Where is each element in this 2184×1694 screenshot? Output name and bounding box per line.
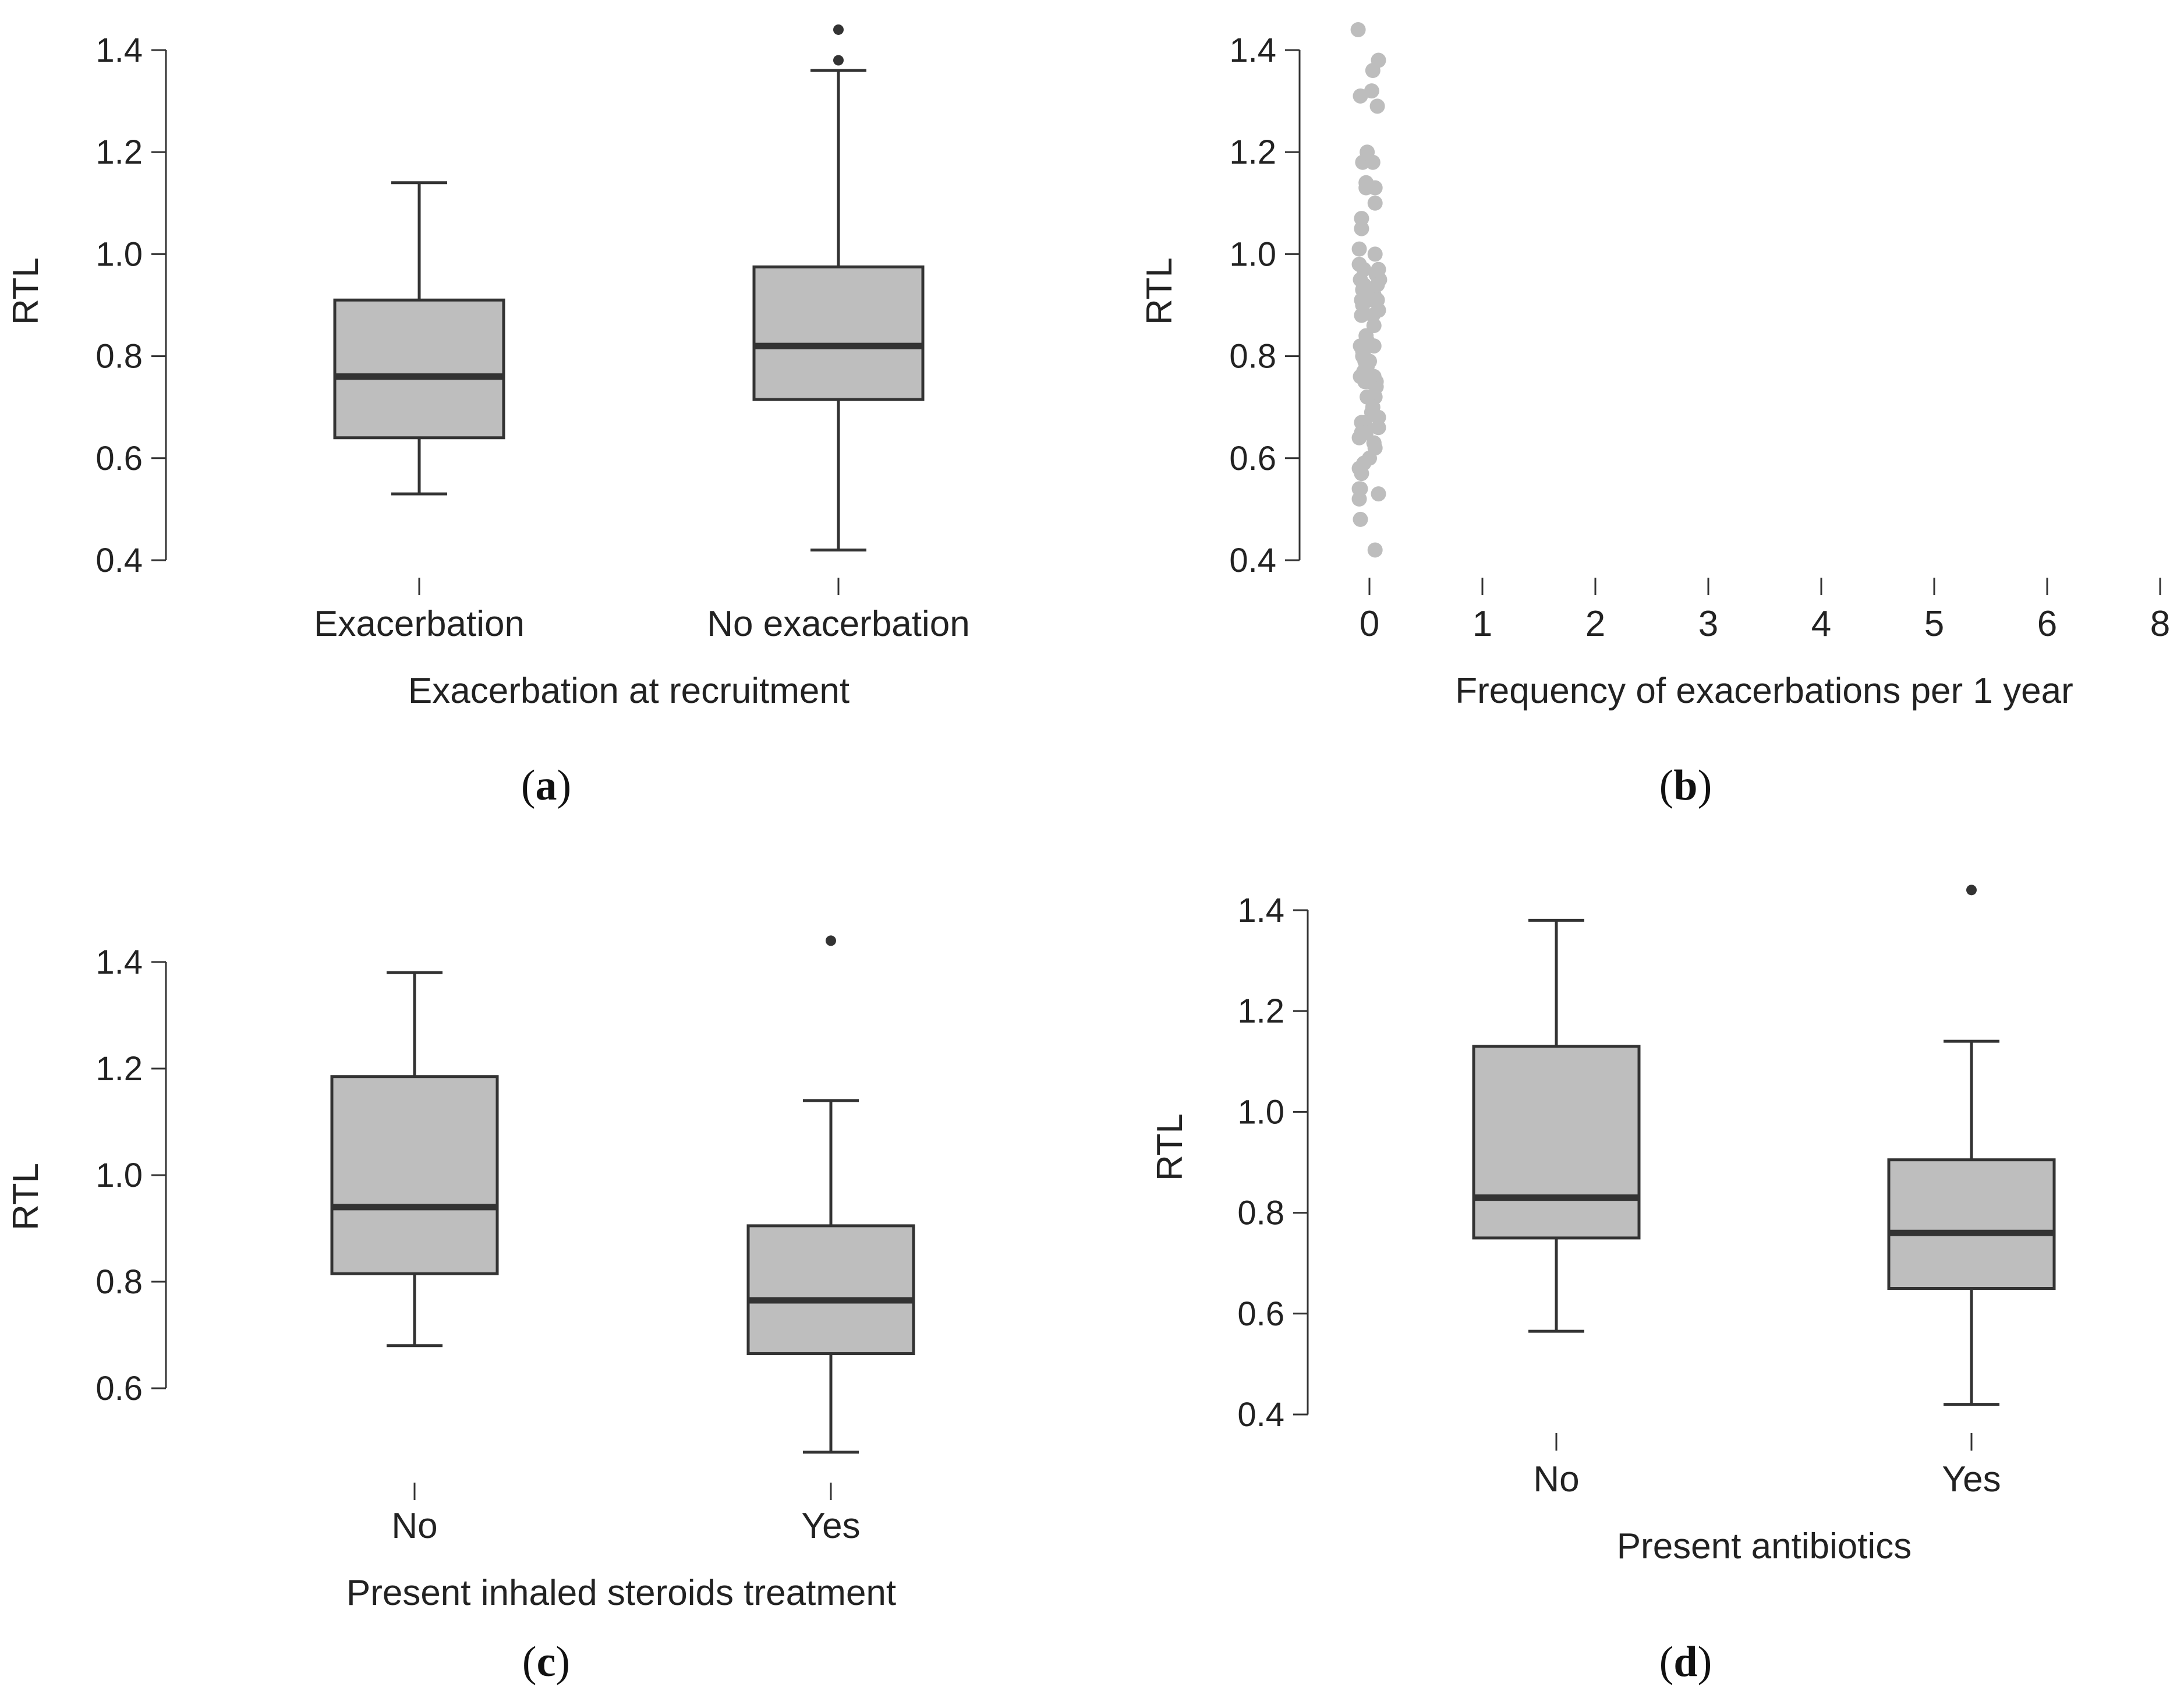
scatter-point <box>1371 261 1386 277</box>
outlier-point <box>833 55 844 66</box>
scatter-point <box>1371 486 1386 502</box>
scatter-point <box>1351 256 1367 272</box>
scatter-point <box>1362 374 1377 390</box>
scatter-point <box>1367 195 1383 211</box>
x-tick-label: 3 <box>1698 604 1718 644</box>
y-tick-label: 1.4 <box>1237 892 1284 929</box>
scatter-point <box>1358 359 1374 374</box>
scatter-point <box>1369 277 1385 292</box>
x-tick-label: 4 <box>1811 604 1831 644</box>
box-iqr <box>1472 1045 1641 1240</box>
panel-label: (d) <box>1659 1638 1712 1686</box>
x-axis-title: Present inhaled steroids treatment <box>346 1573 896 1613</box>
y-tick-label: 0.4 <box>1237 1396 1284 1434</box>
y-axis-title: RTL <box>6 1163 46 1230</box>
outlier-point <box>1966 885 1977 896</box>
scatter-point <box>1364 83 1379 99</box>
y-tick-label: 0.6 <box>1237 1295 1284 1333</box>
y-tick-label: 1.2 <box>95 1050 143 1088</box>
x-axis-title: Present antibiotics <box>1617 1526 1912 1566</box>
scatter-point <box>1351 481 1367 497</box>
x-tick-label: 5 <box>1924 604 1944 644</box>
panel-d-boxplot: 0.4 0.6 0.8 1.0 1.2 1.4 RTL No Yes Present antibi… <box>1150 885 2056 1686</box>
x-tick-label: No <box>1533 1459 1579 1500</box>
x-tick-label: No <box>391 1506 437 1546</box>
panel-c-boxplot: 0.6 0.8 1.0 1.2 1.4 RTL No Yes Present inhaled s… <box>6 935 915 1686</box>
x-tick-label: Yes <box>801 1506 860 1546</box>
y-tick-label: 1.0 <box>95 1157 143 1194</box>
x-tick-label: Exacerbation <box>314 604 525 644</box>
y-axis-title: RTL <box>6 257 46 325</box>
y-tick-label: 0.4 <box>95 542 143 579</box>
y-tick-label: 0.8 <box>95 338 143 376</box>
x-tick-label: No exacerbation <box>707 604 970 644</box>
outlier-point <box>833 24 844 35</box>
y-tick-label: 1.0 <box>95 235 143 273</box>
box-iqr <box>1887 1158 2056 1290</box>
y-tick-label: 1.4 <box>95 31 143 69</box>
scatter-point <box>1367 542 1383 558</box>
x-tick-label: 0 <box>1360 604 1379 644</box>
y-tick-label: 1.2 <box>95 133 143 171</box>
x-tick-label: 2 <box>1585 604 1605 644</box>
panel-label: (a) <box>521 762 571 809</box>
y-tick-label: 1.4 <box>1229 31 1276 69</box>
scatter-point <box>1350 22 1366 37</box>
scatter-point <box>1366 435 1382 451</box>
box-iqr <box>752 265 925 401</box>
x-tick-label: 8 <box>2150 604 2170 644</box>
y-tick-label: 0.8 <box>95 1263 143 1301</box>
scatter-point <box>1365 63 1381 79</box>
y-tick-label: 0.6 <box>1229 440 1276 478</box>
box-iqr <box>746 1224 915 1356</box>
scatter-point <box>1369 98 1385 114</box>
scatter-point <box>1358 175 1374 190</box>
x-tick-label: Yes <box>1942 1459 2001 1500</box>
box-iqr <box>330 1075 499 1275</box>
y-tick-label: 0.4 <box>1229 542 1276 579</box>
y-tick-label: 0.6 <box>95 440 143 478</box>
y-tick-label: 1.4 <box>95 943 143 981</box>
scatter-point <box>1358 425 1374 440</box>
panel-b-scatter: 0.4 0.6 0.8 1.0 1.2 1.4 RTL 0 1 2 3 4 5 6 8 Frequency o… <box>1139 22 2170 809</box>
x-tick-label: 6 <box>2037 604 2057 644</box>
x-axis-title: Frequency of exacerbations per 1 year <box>1455 671 2073 711</box>
y-tick-label: 1.2 <box>1229 133 1276 171</box>
scatter-point <box>1366 338 1382 354</box>
scatter-point <box>1351 241 1367 257</box>
panel-a-boxplot: 0.4 0.6 0.8 1.0 1.2 1.4 RTL Exacerbation No exac… <box>6 24 970 809</box>
outlier-point <box>826 935 836 946</box>
scatter-point <box>1367 246 1383 262</box>
y-tick-label: 0.6 <box>95 1370 143 1407</box>
y-tick-label: 0.8 <box>1229 338 1276 376</box>
panel-label: (c) <box>522 1638 570 1686</box>
scatter-point <box>1365 399 1381 415</box>
scatter-point <box>1354 221 1369 236</box>
scatter-point <box>1362 450 1377 466</box>
scatter-point <box>1365 154 1381 170</box>
y-axis-title: RTL <box>1139 257 1180 325</box>
box-iqr <box>333 298 505 440</box>
panel-label: (b) <box>1659 762 1712 809</box>
scatter-point <box>1353 511 1368 527</box>
scatter-point <box>1353 88 1368 104</box>
x-axis-title: Exacerbation at recruitment <box>408 671 849 711</box>
x-tick-label: 1 <box>1472 604 1492 644</box>
y-tick-label: 1.0 <box>1237 1093 1284 1131</box>
scatter-point <box>1366 318 1382 334</box>
y-tick-label: 0.8 <box>1237 1194 1284 1232</box>
y-axis-title: RTL <box>1150 1113 1190 1181</box>
y-tick-label: 1.0 <box>1229 235 1276 273</box>
y-tick-label: 1.2 <box>1237 992 1284 1030</box>
scatter-point <box>1371 302 1386 318</box>
